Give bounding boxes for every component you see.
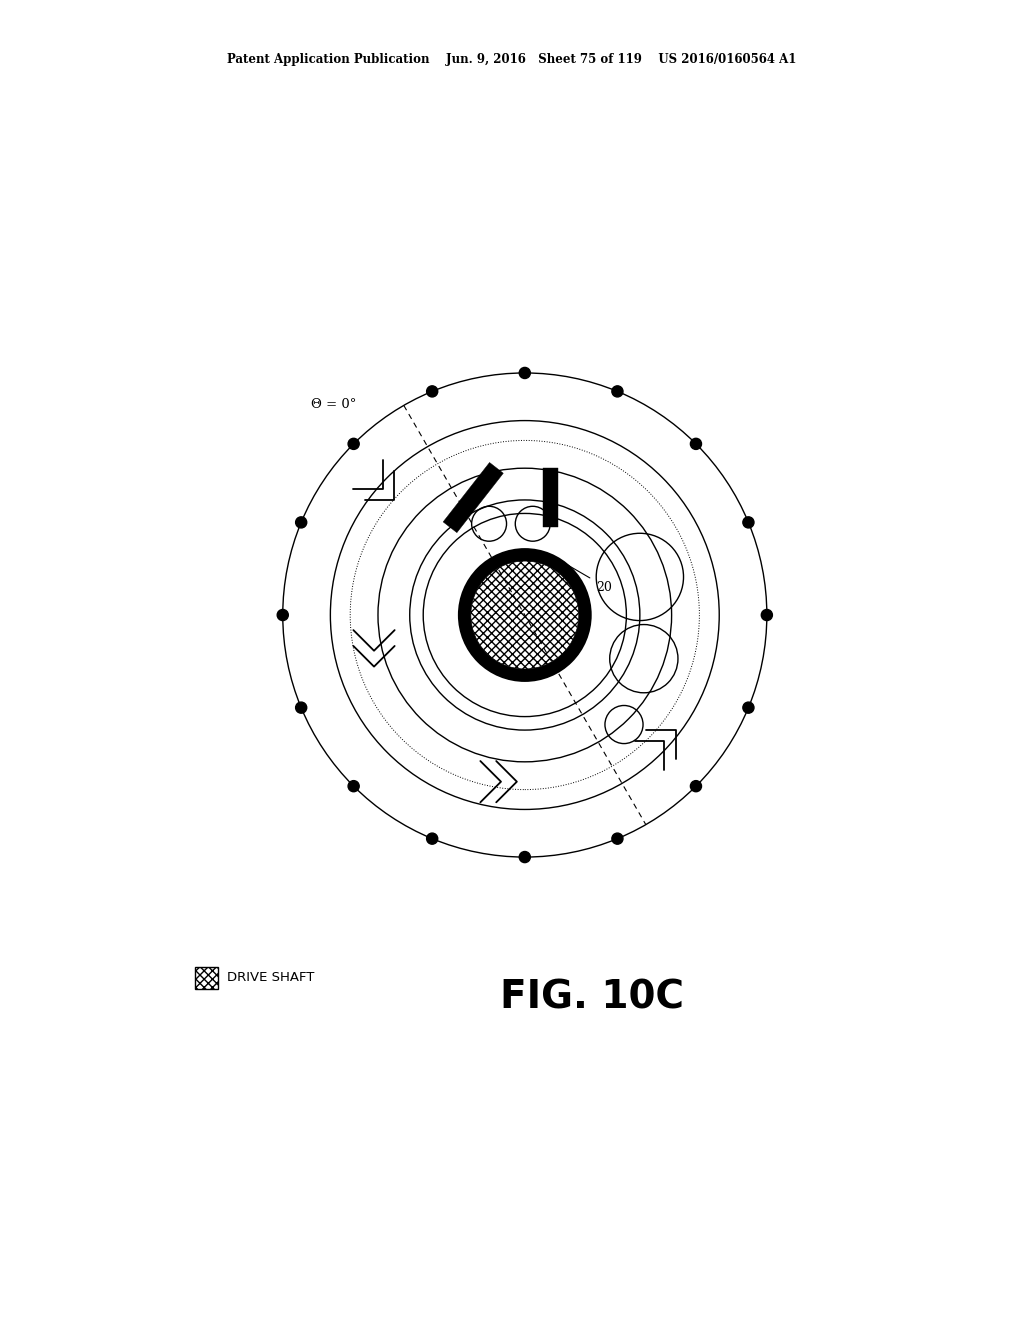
Text: Patent Application Publication    Jun. 9, 2016   Sheet 75 of 119    US 2016/0160: Patent Application Publication Jun. 9, 2…	[227, 53, 797, 66]
Circle shape	[296, 702, 307, 713]
Circle shape	[348, 438, 359, 449]
Circle shape	[296, 517, 307, 528]
Bar	[196, 966, 218, 989]
Circle shape	[427, 385, 437, 397]
Circle shape	[427, 833, 437, 845]
Circle shape	[348, 780, 359, 792]
Circle shape	[612, 833, 623, 845]
Circle shape	[459, 549, 591, 681]
Text: DRIVE SHAFT: DRIVE SHAFT	[227, 972, 314, 985]
Circle shape	[761, 610, 772, 620]
Circle shape	[742, 517, 754, 528]
Text: FIG. 10C: FIG. 10C	[501, 978, 684, 1016]
Bar	[543, 467, 558, 527]
Circle shape	[690, 438, 701, 449]
Circle shape	[519, 851, 530, 862]
Circle shape	[612, 385, 623, 397]
Circle shape	[690, 780, 701, 792]
Text: 20: 20	[596, 581, 612, 594]
Text: Θ = 0°: Θ = 0°	[310, 399, 356, 412]
Circle shape	[471, 561, 579, 669]
Circle shape	[519, 367, 530, 379]
Bar	[443, 462, 504, 533]
Circle shape	[278, 610, 289, 620]
Circle shape	[742, 702, 754, 713]
